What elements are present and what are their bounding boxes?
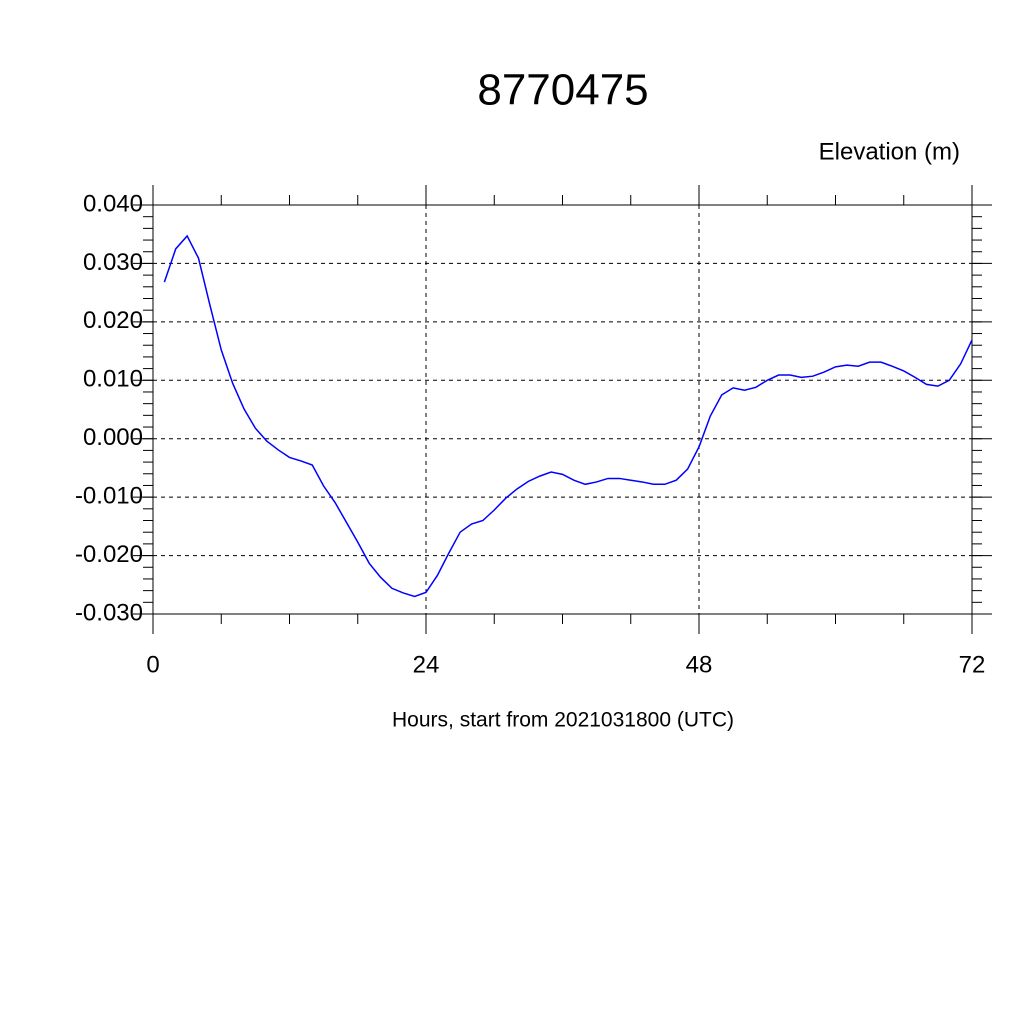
x-tick-label: 0 (146, 651, 159, 678)
y-tick-label: 0.040 (83, 190, 143, 217)
data-line (163, 234, 973, 598)
chart-title: 8770475 (477, 66, 648, 115)
y-tick-label: 0.030 (83, 249, 143, 276)
x-tick-label: 72 (959, 651, 986, 678)
y-tick-label: 0.020 (83, 307, 143, 334)
x-axis-label: Hours, start from 2021031800 (UTC) (392, 709, 734, 732)
y-tick-label: -0.010 (75, 482, 143, 509)
plot-frame (152, 204, 973, 615)
y-tick-label: 0.000 (83, 424, 143, 451)
y-unit-label: Elevation (m) (819, 138, 960, 165)
x-tick-label: 48 (686, 651, 713, 678)
y-tick-label: -0.020 (75, 541, 143, 568)
x-tick-label: 24 (413, 651, 440, 678)
y-tick-label: -0.030 (75, 599, 143, 626)
y-tick-label: 0.010 (83, 366, 143, 393)
